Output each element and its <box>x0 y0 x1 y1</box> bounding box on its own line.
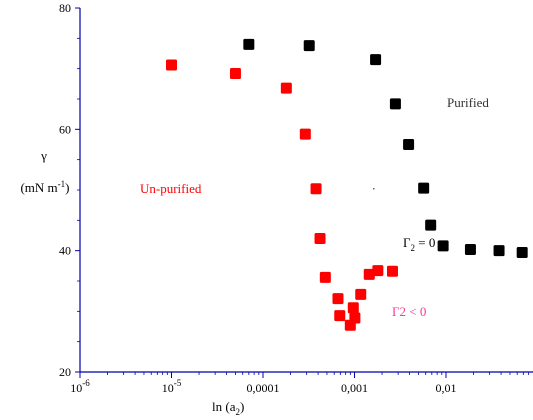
x-label-sub: 2 <box>235 407 240 417</box>
x-tick-exp: -5 <box>174 378 182 388</box>
x-label-text: ln (a <box>212 399 236 414</box>
x-tick-base: 10 <box>70 381 82 395</box>
unpurified-point <box>334 310 346 322</box>
purified-point <box>418 182 430 194</box>
gamma-zero-tail: = 0 <box>415 235 435 250</box>
unpurified-point <box>355 288 367 300</box>
unpurified-point <box>386 265 398 277</box>
unpurified-point <box>280 82 292 94</box>
annotation-unpurified: Un-purified <box>140 181 202 196</box>
purified-point <box>425 219 437 231</box>
stray-dot <box>373 188 375 190</box>
data-points <box>166 38 528 331</box>
x-tick-label: 0,0001 <box>247 381 280 395</box>
unpurified-point <box>229 68 241 80</box>
unpurified-point <box>372 265 384 277</box>
gamma-zero-sub: 2 <box>411 243 416 253</box>
y-tick-label: 40 <box>59 244 71 258</box>
y-tick-label: 20 <box>59 365 71 379</box>
purified-point <box>370 54 382 66</box>
annotation-purified: Purified <box>447 95 489 110</box>
unpurified-point <box>363 268 375 280</box>
x-tick-base: 10 <box>162 381 174 395</box>
purified-point <box>493 245 505 257</box>
annotation-gamma-zero: Γ2 = 0 <box>403 235 435 253</box>
x-tick-exp: -6 <box>82 378 90 388</box>
gamma-zero-symbol: Γ <box>403 235 411 250</box>
purified-point <box>516 246 528 258</box>
unpurified-point <box>299 128 311 140</box>
y-axis-label: γ <box>40 148 47 163</box>
x-ticks: 10-6 10-5 0,0001 0,001 0,01 <box>70 372 530 395</box>
unpurified-point <box>332 293 344 305</box>
y-tick-label: 80 <box>59 1 71 15</box>
x-tick-label: 0,001 <box>341 381 368 395</box>
unpurified-point <box>310 183 322 195</box>
unpurified-point <box>166 59 177 71</box>
unpurified-point <box>319 271 331 283</box>
x-axis-label: ln (a2) <box>212 399 244 417</box>
purified-point <box>243 38 255 50</box>
y-ticks: 20 40 60 80 <box>59 1 80 379</box>
annotation-gamma-negative: Γ2 < 0 <box>392 304 426 319</box>
y-unit-text: (mN m <box>20 180 57 195</box>
purified-point <box>403 139 415 150</box>
purified-point <box>303 40 315 52</box>
y-axis-unit-label: (mN m-1) <box>20 179 69 195</box>
unpurified-point <box>347 302 359 314</box>
x-tick-label: 0,01 <box>436 381 457 395</box>
x-tick-label: 10-5 <box>162 378 182 395</box>
y-unit-end: ) <box>65 180 69 195</box>
x-tick-label: 10-6 <box>70 378 90 395</box>
y-tick-label: 60 <box>59 122 71 136</box>
purified-point <box>389 98 401 110</box>
y-unit-sup: -1 <box>58 179 66 189</box>
purified-point <box>437 240 449 252</box>
x-label-end: ) <box>240 399 244 414</box>
unpurified-point <box>349 312 361 324</box>
purified-point <box>464 243 476 255</box>
unpurified-point <box>314 233 326 245</box>
